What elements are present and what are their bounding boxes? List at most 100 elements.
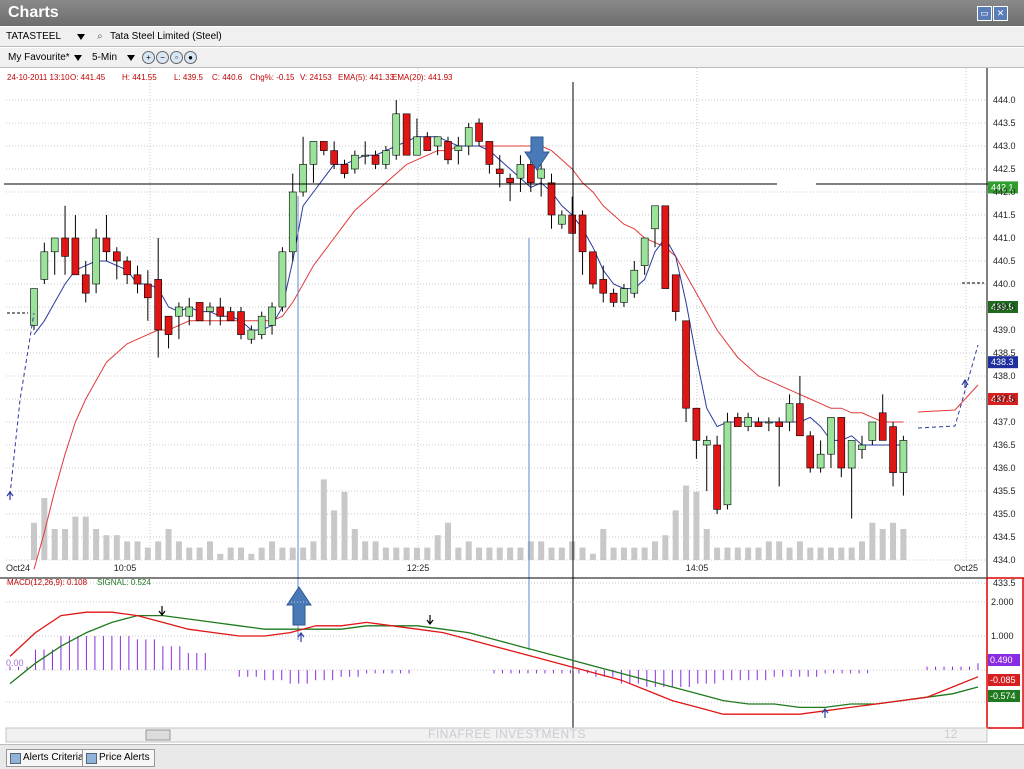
volume-bar <box>496 547 503 560</box>
ema5-start-dashed <box>9 312 35 496</box>
header-open: O: 441.45 <box>70 73 106 82</box>
candle-down <box>889 426 897 473</box>
candle-down <box>713 444 721 510</box>
volume-bar <box>652 541 658 560</box>
candle-up <box>537 168 545 179</box>
volume-bar <box>703 529 710 560</box>
horizontal-scrollbar <box>5 727 988 743</box>
close-icon[interactable]: ✕ <box>993 6 1008 21</box>
window-titlebar: Charts ▭ ✕ <box>0 0 1024 26</box>
candle-up <box>868 421 877 441</box>
volume-bar <box>765 541 772 560</box>
interval-dropdown-icon[interactable] <box>127 55 135 61</box>
company-name: Tata Steel Limited (Steel) <box>110 31 222 42</box>
zoom-fit-icon[interactable]: ▫ <box>170 51 183 64</box>
up-marker-icon <box>821 708 829 718</box>
volume-bar <box>393 547 400 560</box>
volume-bar <box>838 547 845 560</box>
volume-bar <box>279 547 286 560</box>
favourite-select[interactable]: My Favourite* <box>8 52 70 63</box>
header-volume: V: 24153 <box>300 73 332 82</box>
volume-bar <box>424 547 431 560</box>
tab-alerts-criteria-label: Alerts Criteria <box>23 752 84 763</box>
candle-up <box>702 440 711 446</box>
volume-bar <box>455 547 462 560</box>
signal-value: SIGNAL: 0.524 <box>97 578 151 587</box>
volume-bar <box>269 541 276 560</box>
volume-bar <box>124 541 131 560</box>
volume-bar <box>351 529 358 560</box>
favourite-dropdown-icon[interactable] <box>74 55 82 61</box>
volume-bar <box>569 541 576 560</box>
volume-bar <box>362 541 369 560</box>
candle-up <box>278 251 287 308</box>
candle-up <box>50 237 59 253</box>
volume-bar <box>403 547 410 560</box>
volume-bar <box>217 553 224 560</box>
tab-alerts-criteria[interactable]: Alerts Criteria <box>6 749 89 767</box>
candle-down <box>371 154 380 165</box>
candle-up <box>257 315 266 335</box>
price-tick-label: 442.0 <box>993 187 1016 197</box>
ema5-end-dashed <box>917 344 979 429</box>
interval-select[interactable]: 5-Min <box>92 52 118 63</box>
volume-bar <box>900 529 907 560</box>
candle-up <box>620 288 628 303</box>
volume-bar <box>434 535 441 560</box>
volume-bar <box>82 516 89 560</box>
down-marker-icon <box>158 606 166 616</box>
symbol-toolbar: TATASTEEL ⌕ Tata Steel Limited (Steel) <box>0 27 1024 47</box>
candle-down <box>164 315 173 335</box>
volume-bar <box>724 547 731 560</box>
chart-area[interactable]: 442.1 439.5 438.3 437.5 444.0 443.5 443.0 442.… <box>0 68 1024 744</box>
macd-marker-box <box>988 674 1020 686</box>
symbol-dropdown-icon[interactable] <box>77 34 85 40</box>
candle-up <box>268 306 276 326</box>
price-marker-box <box>988 181 1018 194</box>
alerts-criteria-icon <box>10 753 21 764</box>
volume-bar <box>776 541 783 560</box>
volume-bar <box>589 553 596 560</box>
price-alerts-icon <box>86 753 97 764</box>
window-title: Charts <box>8 4 59 21</box>
candle-down <box>506 177 514 184</box>
zoom-in-icon[interactable]: + <box>142 51 155 64</box>
volume-bar <box>796 541 803 560</box>
volume-bar <box>31 522 37 560</box>
volume-bar <box>372 541 379 560</box>
time-tick-label: Oct25 <box>954 563 978 573</box>
time-tick-label: 14:05 <box>686 563 709 573</box>
candle-up <box>744 417 752 427</box>
zoom-reset-icon[interactable]: ● <box>184 51 197 64</box>
restore-icon[interactable]: ▭ <box>977 6 992 21</box>
volume-bar <box>413 547 420 560</box>
header-datetime: 24-10-2011 13:10 <box>7 73 70 82</box>
candle-down <box>609 292 618 303</box>
candle-up <box>247 329 256 340</box>
candle-up <box>351 154 359 170</box>
candle-down <box>144 283 152 299</box>
price-tick-label: 437.5 <box>993 394 1016 404</box>
search-icon[interactable]: ⌕ <box>97 31 103 42</box>
candle-down <box>123 260 131 276</box>
tab-price-alerts[interactable]: Price Alerts <box>82 749 155 767</box>
candle-down <box>599 279 608 294</box>
candle-up <box>361 154 370 157</box>
volume-bar <box>745 547 752 560</box>
buy-marker-icon <box>961 378 969 388</box>
candle-up <box>92 237 100 285</box>
zoom-out-icon[interactable]: − <box>156 51 169 64</box>
candle-down <box>661 205 670 289</box>
price-tick-label: 437.0 <box>993 417 1016 427</box>
candle-up <box>558 214 566 225</box>
candle-up <box>723 421 732 506</box>
volume-bar <box>786 547 793 560</box>
symbol-select[interactable]: TATASTEEL <box>6 31 62 42</box>
header-low: L: 439.5 <box>174 73 203 82</box>
candle-down <box>837 417 846 469</box>
volume-bar <box>144 547 151 560</box>
volume-bar <box>62 529 69 560</box>
volume-bar <box>527 541 534 560</box>
candle-down <box>692 407 701 441</box>
candle-up <box>630 269 639 294</box>
